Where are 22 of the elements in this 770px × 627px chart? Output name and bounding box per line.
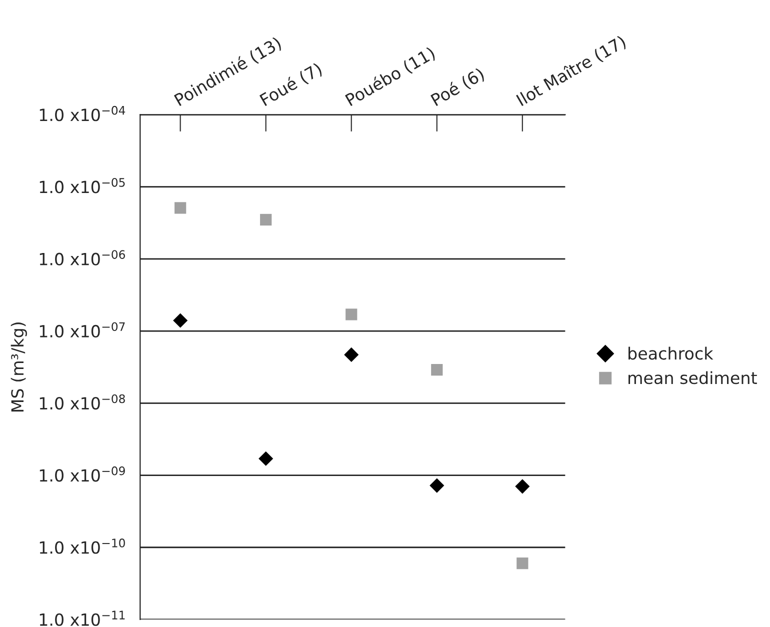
point — [344, 347, 359, 362]
y-axis-title: MS (m³/kg) — [10, 322, 27, 412]
y-tick-label: 1.0 x10$^{−06}$ — [40, 250, 126, 266]
y-tick-label: 1.0 x10$^{−10}$ — [40, 538, 125, 554]
point — [431, 364, 443, 376]
point — [258, 451, 274, 466]
x-tick-label: Poé (6) — [430, 66, 486, 108]
point — [260, 214, 272, 226]
y-tick-label: 1.0 x10$^{−09}$ — [40, 466, 125, 482]
point — [430, 478, 444, 493]
y-tick-label: 1.0 x10$^{−07}$ — [40, 322, 125, 338]
point — [515, 479, 530, 494]
point — [516, 558, 528, 570]
point — [346, 308, 358, 320]
point — [174, 202, 186, 214]
y-tick-label: 1.0 x10$^{−11}$ — [40, 610, 125, 626]
legend-label: beachrock — [628, 346, 714, 360]
y-tick-label: 1.0 x10$^{−04}$ — [40, 106, 126, 122]
legend-label: mean sediment — [628, 371, 757, 384]
y-tick-label: 1.0 x10$^{−08}$ — [40, 394, 125, 410]
y-tick-label: 1.0 x10$^{−05}$ — [40, 178, 125, 194]
point — [173, 313, 188, 328]
